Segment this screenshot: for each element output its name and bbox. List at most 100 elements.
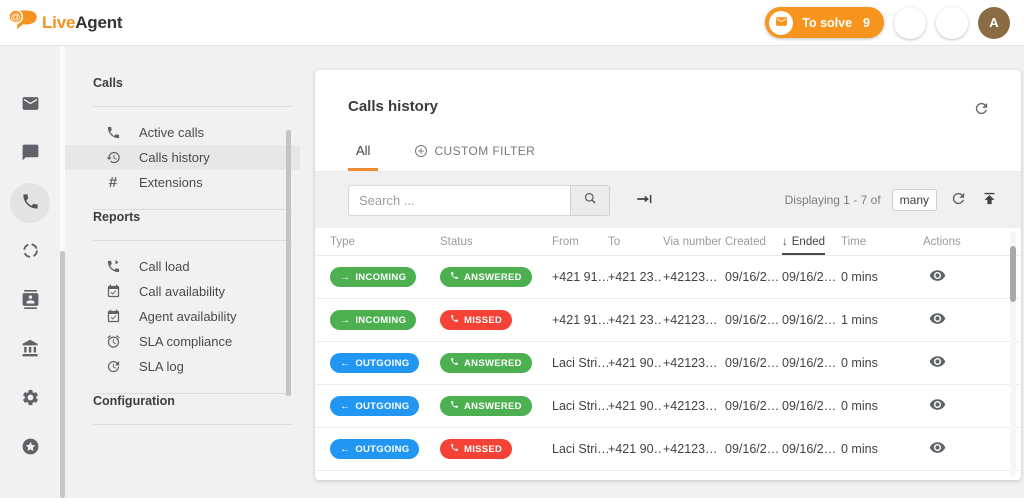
tab-custom-filter[interactable]: CUSTOM FILTER	[406, 135, 543, 171]
cell-actions	[923, 310, 1006, 330]
alarm-icon	[105, 334, 121, 350]
history-icon	[105, 150, 121, 166]
envelope-icon	[769, 10, 794, 35]
cell-to: +421 90…	[608, 442, 663, 456]
menu-item-extensions[interactable]: # Extensions	[65, 170, 300, 195]
refresh-list-button[interactable]	[948, 190, 968, 210]
menu-item-agent-availability[interactable]: Agent availability	[65, 304, 300, 329]
scrollbar-thumb[interactable]	[60, 251, 65, 498]
export-icon	[981, 192, 998, 210]
calls-button[interactable]	[936, 6, 973, 48]
scrollbar-thumb[interactable]	[286, 130, 291, 396]
star-icon	[21, 437, 40, 459]
cell-ended: 09/16/2…	[782, 270, 837, 284]
sidebar-item-bank[interactable]	[10, 330, 50, 370]
type-label: OUTGOING	[355, 443, 410, 455]
avatar[interactable]: A	[978, 6, 1010, 39]
cell-type: → INCOMING	[330, 310, 440, 330]
col-header-time[interactable]: Time	[841, 236, 923, 248]
view-details-button[interactable]	[926, 396, 948, 414]
view-details-button[interactable]	[926, 439, 948, 457]
type-label: OUTGOING	[355, 357, 410, 369]
menu-item-calls-history[interactable]: Calls history	[65, 145, 300, 170]
sidebar-scrollbar[interactable]	[60, 46, 65, 498]
col-header-status[interactable]: Status	[440, 236, 552, 248]
phone-icon	[21, 192, 40, 214]
col-label: Via number	[663, 235, 722, 248]
menu-item-sla-log[interactable]: SLA log	[65, 354, 300, 379]
cell-created: 09/16/2…	[725, 356, 780, 370]
cell-time: 0 mins	[841, 442, 878, 456]
col-header-to[interactable]: To	[608, 236, 663, 248]
type-badge: ← OUTGOING	[330, 353, 420, 373]
cell-ended: 09/16/2…	[782, 356, 837, 370]
cell-from: Laci Stri…	[552, 442, 608, 456]
search-button[interactable]	[570, 184, 610, 216]
cell-to: +421 23…	[608, 313, 663, 327]
cell-type: ← OUTGOING	[330, 353, 440, 373]
col-header-via-number[interactable]: Via number	[663, 236, 725, 248]
to-solve-button[interactable]: To solve 9	[765, 7, 884, 38]
menu-item-call-availability[interactable]: Call availability	[65, 279, 300, 304]
type-badge: ← OUTGOING	[330, 439, 420, 459]
menu-scrollbar[interactable]	[286, 46, 291, 498]
col-header-created[interactable]: Created	[725, 236, 782, 248]
menu-item-active-calls[interactable]: Active calls	[65, 120, 300, 145]
refresh-icon	[973, 102, 990, 120]
table-row: ← OUTGOING MISSED Laci Stri… +421 90… +42123……	[315, 428, 1021, 471]
col-header-ended[interactable]: ↓ Ended	[782, 228, 841, 255]
col-label: Status	[440, 235, 473, 248]
total-count-chip[interactable]: many	[891, 189, 937, 211]
top-actions: To solve 9 A	[723, 6, 1010, 50]
refresh-icon	[950, 192, 967, 210]
view-details-button[interactable]	[926, 310, 948, 328]
col-label: Actions	[923, 235, 961, 248]
cell-time: 0 mins	[841, 270, 878, 284]
menu-section-configuration: Configuration	[65, 394, 300, 425]
col-header-actions[interactable]: Actions	[923, 236, 1006, 248]
cell-time: 0 mins	[841, 399, 878, 413]
add-new-button[interactable]	[723, 7, 762, 50]
status-label: ANSWERED	[464, 400, 522, 412]
view-details-button[interactable]	[926, 267, 948, 285]
logo[interactable]: @ LiveAgent	[8, 8, 123, 38]
chats-button[interactable]	[894, 6, 932, 49]
status-badge: ANSWERED	[440, 267, 532, 287]
menu-item-sla-compliance[interactable]: SLA compliance	[65, 329, 300, 354]
cell-actions	[923, 396, 1006, 416]
menu-item-label: Active calls	[139, 125, 205, 140]
col-header-type[interactable]: Type	[330, 236, 440, 248]
export-button[interactable]	[979, 190, 999, 210]
tab-label: CUSTOM FILTER	[434, 143, 536, 158]
cell-from: Laci Stri…	[552, 356, 608, 370]
refresh-panel-button[interactable]	[971, 100, 991, 120]
scrollbar-thumb[interactable]	[1010, 246, 1016, 302]
to-solve-label: To solve	[802, 15, 853, 30]
search-input[interactable]	[348, 184, 570, 216]
icon-sidebar	[0, 46, 60, 498]
sidebar-item-mail[interactable]	[10, 85, 50, 125]
status-label: MISSED	[464, 314, 503, 326]
col-label: To	[608, 235, 621, 248]
cell-created: 09/16/2…	[725, 313, 780, 327]
col-header-from[interactable]: From	[552, 236, 608, 248]
sidebar-item-star[interactable]	[10, 428, 50, 468]
sidebar-item-gear[interactable]	[10, 379, 50, 419]
arrow-right-icon: →	[340, 314, 351, 326]
call-load-icon	[105, 259, 121, 275]
search-group	[348, 184, 610, 216]
sidebar-item-contacts[interactable]	[10, 281, 50, 321]
menu-item-label: Agent availability	[139, 309, 237, 324]
sidebar-item-chat[interactable]	[10, 134, 50, 174]
menu-item-call-load[interactable]: Call load	[65, 254, 300, 279]
loader-icon	[21, 241, 40, 263]
filter-bar: Displaying 1 - 7 of many	[315, 172, 1021, 228]
tab-all[interactable]: All	[348, 135, 379, 171]
sidebar-item-loader[interactable]	[10, 232, 50, 272]
hash-icon: #	[108, 174, 118, 191]
table-scrollbar[interactable]	[1010, 231, 1016, 476]
view-details-button[interactable]	[926, 353, 948, 371]
sidebar-item-phone[interactable]	[10, 183, 50, 223]
forward-filter-button[interactable]	[634, 190, 654, 210]
calendar-check-icon	[105, 284, 121, 300]
